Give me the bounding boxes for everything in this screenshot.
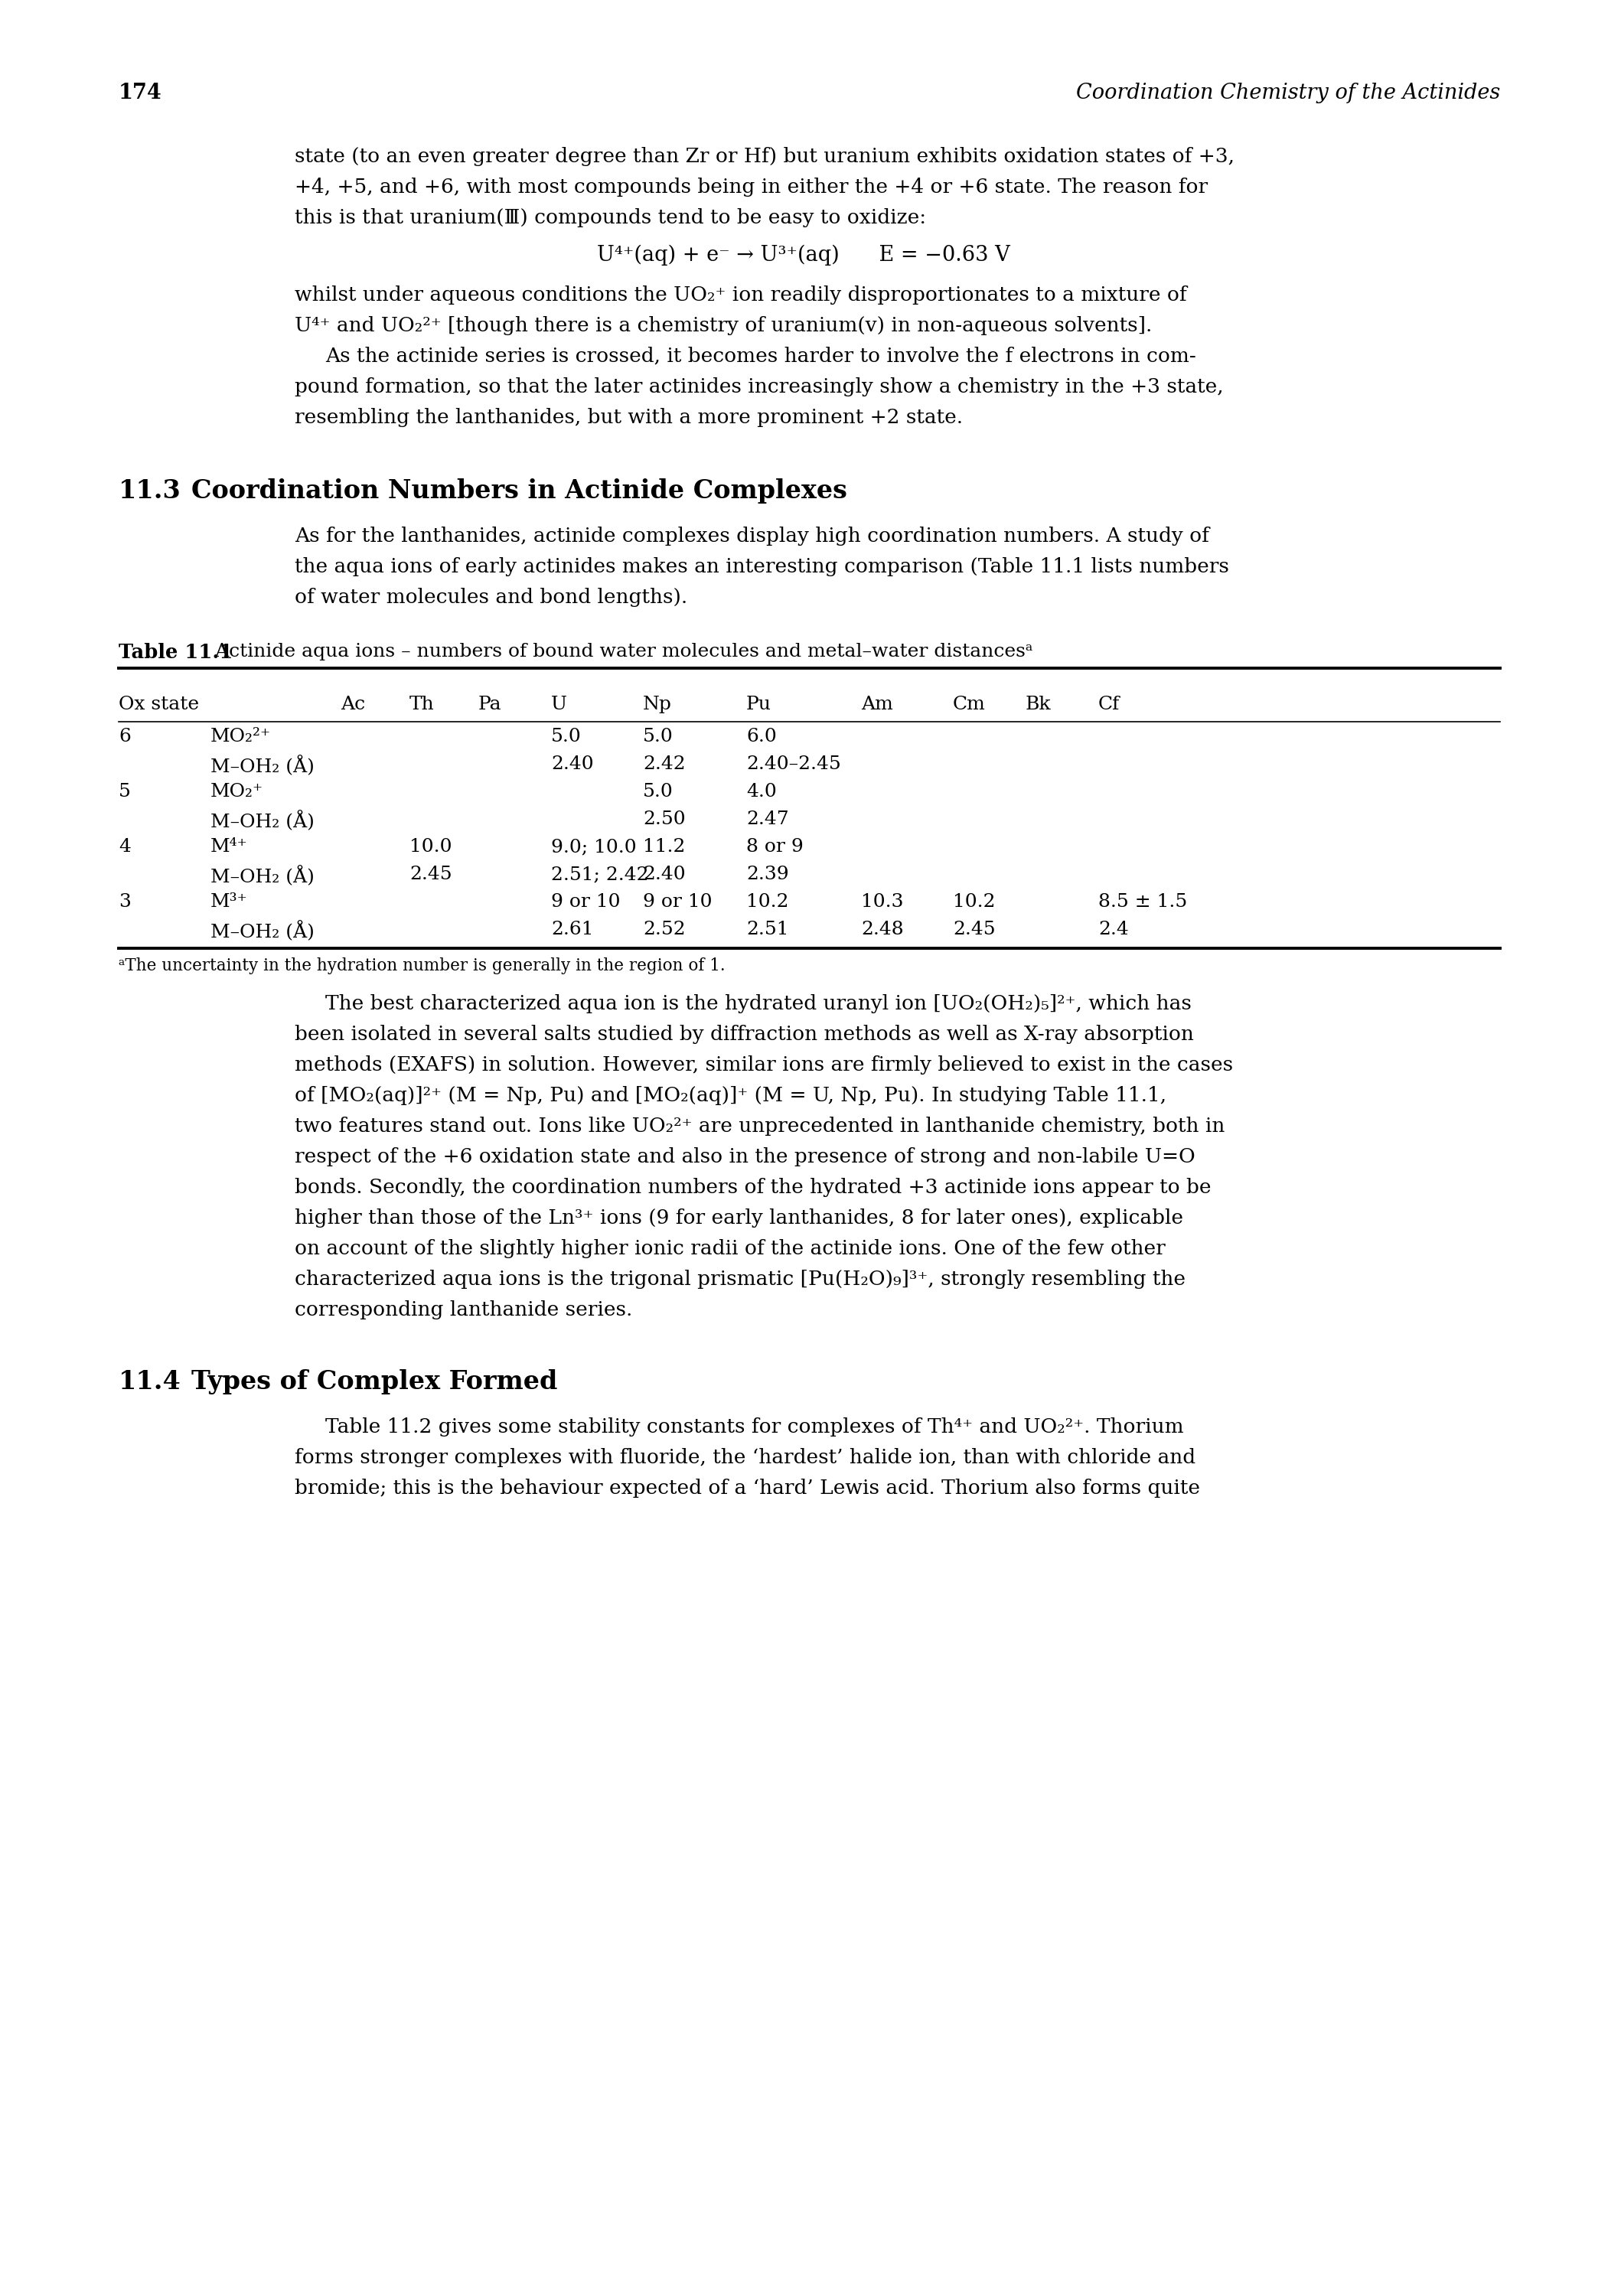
Text: 11.4: 11.4 bbox=[119, 1368, 182, 1394]
Text: MO₂⁺: MO₂⁺ bbox=[211, 783, 264, 801]
Text: forms stronger complexes with fluoride, the ‘hardest’ halide ion, than with chlo: forms stronger complexes with fluoride, … bbox=[294, 1449, 1196, 1467]
Text: Table 11.1: Table 11.1 bbox=[119, 643, 233, 661]
Text: pound formation, so that the later actinides increasingly show a chemistry in th: pound formation, so that the later actin… bbox=[294, 377, 1224, 397]
Text: Cm: Cm bbox=[954, 696, 986, 714]
Text: of water molecules and bond lengths).: of water molecules and bond lengths). bbox=[294, 588, 688, 606]
Text: M–OH₂ (Å): M–OH₂ (Å) bbox=[211, 866, 315, 886]
Text: Cf: Cf bbox=[1098, 696, 1121, 714]
Text: bonds. Secondly, the coordination numbers of the hydrated +3 actinide ions appea: bonds. Secondly, the coordination number… bbox=[294, 1178, 1211, 1196]
Text: 5.0: 5.0 bbox=[643, 783, 674, 801]
Text: of [MO₂(aq)]²⁺ (M = Np, Pu) and [MO₂(aq)]⁺ (M = U, Np, Pu). In studying Table 11: of [MO₂(aq)]²⁺ (M = Np, Pu) and [MO₂(aq)… bbox=[294, 1086, 1166, 1104]
Text: The best characterized aqua ion is the hydrated uranyl ion [UO₂(OH₂)₅]²⁺, which : The best characterized aqua ion is the h… bbox=[325, 994, 1192, 1013]
Text: Am: Am bbox=[860, 696, 892, 714]
Text: 5.0: 5.0 bbox=[552, 728, 582, 746]
Text: whilst under aqueous conditions the UO₂⁺ ion readily disproportionates to a mixt: whilst under aqueous conditions the UO₂⁺… bbox=[294, 285, 1187, 305]
Text: resembling the lanthanides, but with a more prominent +2 state.: resembling the lanthanides, but with a m… bbox=[294, 409, 963, 427]
Text: on account of the slightly higher ionic radii of the actinide ions. One of the f: on account of the slightly higher ionic … bbox=[294, 1240, 1166, 1258]
Text: 9 or 10: 9 or 10 bbox=[552, 893, 621, 912]
Text: 5: 5 bbox=[119, 783, 130, 801]
Text: 174: 174 bbox=[119, 83, 162, 103]
Text: 2.39: 2.39 bbox=[746, 866, 790, 884]
Text: 11.2: 11.2 bbox=[643, 838, 685, 856]
Text: methods (EXAFS) in solution. However, similar ions are firmly believed to exist : methods (EXAFS) in solution. However, si… bbox=[294, 1056, 1233, 1075]
Text: 2.50: 2.50 bbox=[643, 810, 685, 829]
Text: bromide; this is the behaviour expected of a ‘hard’ Lewis acid. Thorium also for: bromide; this is the behaviour expected … bbox=[294, 1479, 1200, 1497]
Text: U⁴⁺(aq) + e⁻ → U³⁺(aq)      E = −0.63 V: U⁴⁺(aq) + e⁻ → U³⁺(aq) E = −0.63 V bbox=[597, 246, 1010, 266]
Text: U: U bbox=[552, 696, 568, 714]
Text: Pa: Pa bbox=[478, 696, 502, 714]
Text: 2.45: 2.45 bbox=[410, 866, 452, 884]
Text: Pu: Pu bbox=[746, 696, 772, 714]
Text: 9.0; 10.0: 9.0; 10.0 bbox=[552, 838, 637, 856]
Text: ᵃThe uncertainty in the hydration number is generally in the region of 1.: ᵃThe uncertainty in the hydration number… bbox=[119, 957, 725, 974]
Text: been isolated in several salts studied by diffraction methods as well as X-ray a: been isolated in several salts studied b… bbox=[294, 1024, 1193, 1045]
Text: respect of the +6 oxidation state and also in the presence of strong and non-lab: respect of the +6 oxidation state and al… bbox=[294, 1148, 1195, 1166]
Text: Ox state: Ox state bbox=[119, 696, 199, 714]
Text: Th: Th bbox=[410, 696, 434, 714]
Text: 9 or 10: 9 or 10 bbox=[643, 893, 712, 912]
Text: +4, +5, and +6, with most compounds being in either the +4 or +6 state. The reas: +4, +5, and +6, with most compounds bein… bbox=[294, 177, 1208, 197]
Text: Bk: Bk bbox=[1026, 696, 1052, 714]
Text: higher than those of the Ln³⁺ ions (9 for early lanthanides, 8 for later ones), : higher than those of the Ln³⁺ ions (9 fo… bbox=[294, 1208, 1183, 1228]
Text: Coordination Numbers in Actinide Complexes: Coordination Numbers in Actinide Complex… bbox=[191, 478, 847, 503]
Text: 3: 3 bbox=[119, 893, 130, 912]
Text: 2.61: 2.61 bbox=[552, 921, 593, 939]
Text: characterized aqua ions is the trigonal prismatic [Pu(H₂O)₉]³⁺, strongly resembl: characterized aqua ions is the trigonal … bbox=[294, 1270, 1185, 1288]
Text: 10.3: 10.3 bbox=[860, 893, 904, 912]
Text: 5.0: 5.0 bbox=[643, 728, 674, 746]
Text: 10.0: 10.0 bbox=[410, 838, 452, 856]
Text: M³⁺: M³⁺ bbox=[211, 893, 248, 912]
Text: 10.2: 10.2 bbox=[746, 893, 788, 912]
Text: 10.2: 10.2 bbox=[954, 893, 995, 912]
Text: 2.51; 2.42: 2.51; 2.42 bbox=[552, 866, 648, 884]
Text: 2.47: 2.47 bbox=[746, 810, 790, 829]
Text: 8.5 ± 1.5: 8.5 ± 1.5 bbox=[1098, 893, 1187, 912]
Text: 2.48: 2.48 bbox=[860, 921, 904, 939]
Text: M–OH₂ (Å): M–OH₂ (Å) bbox=[211, 921, 315, 941]
Text: M⁴⁺: M⁴⁺ bbox=[211, 838, 248, 856]
Text: Types of Complex Formed: Types of Complex Formed bbox=[191, 1368, 558, 1394]
Text: 4: 4 bbox=[119, 838, 130, 856]
Text: 2.4: 2.4 bbox=[1098, 921, 1129, 939]
Text: the aqua ions of early actinides makes an interesting comparison (Table 11.1 lis: the aqua ions of early actinides makes a… bbox=[294, 558, 1229, 576]
Text: Coordination Chemistry of the Actinides: Coordination Chemistry of the Actinides bbox=[1076, 83, 1500, 103]
Text: Np: Np bbox=[643, 696, 672, 714]
Text: M–OH₂ (Å): M–OH₂ (Å) bbox=[211, 755, 315, 776]
Text: As the actinide series is crossed, it becomes harder to involve the f electrons : As the actinide series is crossed, it be… bbox=[325, 347, 1196, 365]
Text: 6: 6 bbox=[119, 728, 130, 746]
Text: Actinide aqua ions – numbers of bound water molecules and metal–water distancesᵃ: Actinide aqua ions – numbers of bound wa… bbox=[203, 643, 1032, 661]
Text: U⁴⁺ and UO₂²⁺ [though there is a chemistry of uranium(v) in non-aqueous solvents: U⁴⁺ and UO₂²⁺ [though there is a chemist… bbox=[294, 317, 1153, 335]
Text: MO₂²⁺: MO₂²⁺ bbox=[211, 728, 272, 746]
Text: 6.0: 6.0 bbox=[746, 728, 777, 746]
Text: 4.0: 4.0 bbox=[746, 783, 777, 801]
Text: 2.42: 2.42 bbox=[643, 755, 685, 774]
Text: 8 or 9: 8 or 9 bbox=[746, 838, 804, 856]
Text: 2.40–2.45: 2.40–2.45 bbox=[746, 755, 841, 774]
Text: state (to an even greater degree than Zr or Hf) but uranium exhibits oxidation s: state (to an even greater degree than Zr… bbox=[294, 147, 1235, 165]
Text: 2.52: 2.52 bbox=[643, 921, 685, 939]
Text: 2.51: 2.51 bbox=[746, 921, 788, 939]
Text: 2.45: 2.45 bbox=[954, 921, 995, 939]
Text: corresponding lanthanide series.: corresponding lanthanide series. bbox=[294, 1300, 632, 1320]
Text: M–OH₂ (Å): M–OH₂ (Å) bbox=[211, 810, 315, 831]
Text: two features stand out. Ions like UO₂²⁺ are unprecedented in lanthanide chemistr: two features stand out. Ions like UO₂²⁺ … bbox=[294, 1116, 1225, 1137]
Text: this is that uranium(Ⅲ) compounds tend to be easy to oxidize:: this is that uranium(Ⅲ) compounds tend t… bbox=[294, 209, 926, 227]
Text: 2.40: 2.40 bbox=[552, 755, 593, 774]
Text: 11.3: 11.3 bbox=[119, 478, 182, 503]
Text: As for the lanthanides, actinide complexes display high coordination numbers. A : As for the lanthanides, actinide complex… bbox=[294, 526, 1209, 546]
Text: Ac: Ac bbox=[341, 696, 365, 714]
Text: 2.40: 2.40 bbox=[643, 866, 685, 884]
Text: Table 11.2 gives some stability constants for complexes of Th⁴⁺ and UO₂²⁺. Thori: Table 11.2 gives some stability constant… bbox=[325, 1417, 1183, 1437]
